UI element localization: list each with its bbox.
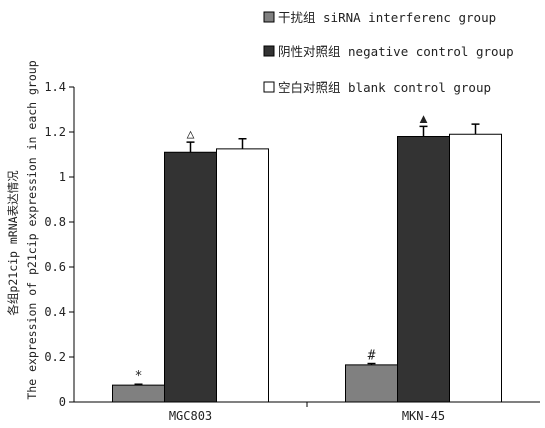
y-tick-label: 1.2 bbox=[44, 125, 66, 139]
bar bbox=[449, 133, 502, 403]
bar bbox=[345, 364, 398, 403]
legend-swatch bbox=[263, 11, 275, 23]
bar bbox=[164, 151, 217, 403]
legend-label: 干扰组 siRNA interferenc group bbox=[278, 10, 496, 25]
y-tick-label: 0.8 bbox=[44, 215, 66, 229]
x-tick-label: MKN-45 bbox=[402, 409, 445, 423]
legend-label: 阴性对照组 negative control group bbox=[278, 44, 514, 59]
y-tick-label: 0.6 bbox=[44, 260, 66, 274]
significance-mark: * bbox=[135, 369, 143, 384]
x-tick-label: MGC803 bbox=[169, 409, 212, 423]
y-axis-title-cn: 各组p21cip mRNA表达情况 bbox=[6, 170, 20, 316]
significance-mark: △ bbox=[187, 127, 195, 142]
significance-mark: # bbox=[368, 349, 376, 364]
y-tick-label: 0.4 bbox=[44, 305, 66, 319]
y-tick-label: 1 bbox=[59, 170, 66, 184]
significance-mark: ▲ bbox=[420, 111, 428, 126]
bar bbox=[397, 136, 450, 403]
bar bbox=[112, 384, 165, 403]
y-tick-label: 1.4 bbox=[44, 80, 66, 94]
bar bbox=[216, 148, 269, 403]
legend-swatch bbox=[263, 45, 275, 57]
legend-swatch bbox=[263, 81, 275, 93]
legend-label: 空白对照组 blank control group bbox=[278, 80, 491, 95]
y-tick-label: 0 bbox=[59, 395, 66, 409]
y-axis-title-en: The expression of p21cip expression in e… bbox=[25, 60, 39, 399]
y-tick-label: 0.2 bbox=[44, 350, 66, 364]
